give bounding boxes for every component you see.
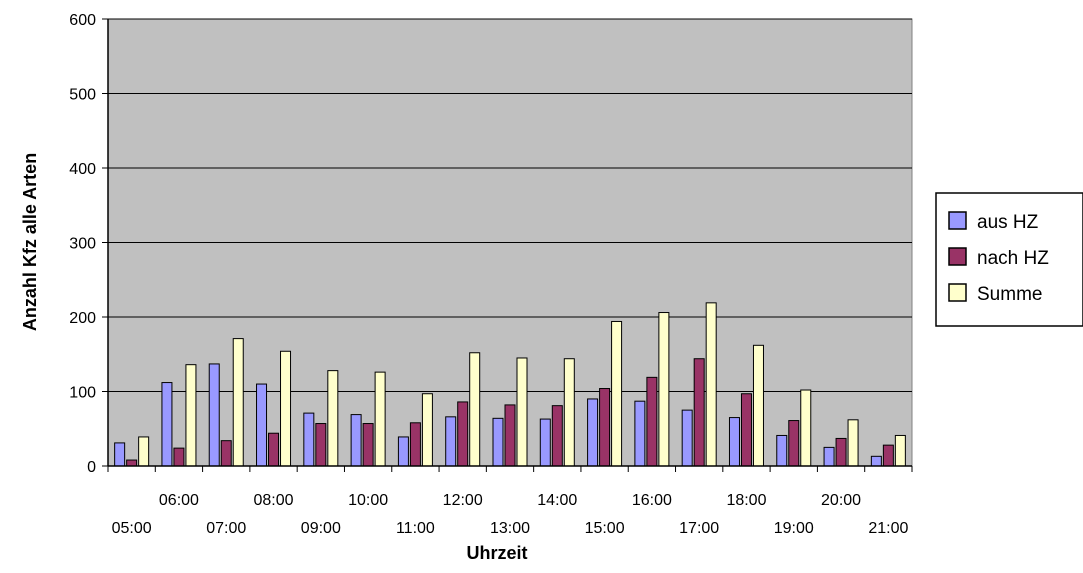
bar-aus-hz-0500 — [114, 442, 126, 467]
bar-summe-0800 — [280, 350, 292, 467]
bar-aus-hz-1500 — [587, 398, 599, 467]
bar-nach-hz-2000 — [835, 437, 847, 467]
bar-nach-hz-0800 — [268, 432, 280, 467]
bar-nach-hz-1600 — [646, 376, 658, 467]
x-tick-label: 16:00 — [632, 492, 672, 509]
bar-nach-hz-1200 — [457, 401, 469, 467]
bar-aus-hz-0800 — [256, 383, 268, 467]
legend-label: Summe — [977, 284, 1042, 305]
x-tick-label: 10:00 — [348, 492, 388, 509]
x-tick-label: 14:00 — [537, 492, 577, 509]
bar-summe-1800 — [752, 344, 764, 467]
y-tick-label: 600 — [69, 12, 96, 29]
x-tick-label: 19:00 — [774, 520, 814, 537]
legend: aus HZ nach HZ Summe — [935, 192, 1083, 327]
x-tick-label: 08:00 — [254, 492, 294, 509]
bar-aus-hz-1400 — [539, 418, 551, 467]
bar-nach-hz-1400 — [551, 405, 563, 467]
bar-summe-1900 — [800, 389, 812, 467]
bar-nach-hz-1100 — [409, 422, 421, 467]
legend-label: aus HZ — [977, 212, 1039, 233]
bar-aus-hz-0700 — [208, 363, 220, 467]
legend-swatch — [948, 211, 967, 230]
bar-nach-hz-1800 — [740, 393, 752, 467]
y-tick-label: 0 — [87, 459, 96, 476]
bar-summe-0500 — [138, 436, 150, 467]
y-axis-title: Anzahl Kfz alle Arten — [20, 153, 40, 331]
bar-summe-0700 — [232, 338, 244, 467]
bar-summe-0900 — [327, 370, 339, 467]
bar-nach-hz-1700 — [693, 358, 705, 467]
bar-nach-hz-1900 — [788, 420, 800, 467]
x-axis-title: Uhrzeit — [466, 543, 527, 563]
legend-label: nach HZ — [977, 248, 1049, 269]
x-tick-label: 09:00 — [301, 520, 341, 537]
x-tick-label: 13:00 — [490, 520, 530, 537]
x-tick-label: 18:00 — [726, 492, 766, 509]
bar-nach-hz-0700 — [220, 440, 232, 467]
bar-aus-hz-1700 — [681, 409, 693, 467]
x-tick-label: 21:00 — [868, 520, 908, 537]
bar-summe-2100 — [894, 434, 906, 467]
x-tick-label: 05:00 — [112, 520, 152, 537]
bar-summe-1200 — [469, 352, 481, 467]
bar-nach-hz-2100 — [882, 444, 894, 467]
bar-summe-1000 — [374, 371, 386, 467]
bar-aus-hz-2000 — [823, 446, 835, 467]
bar-nach-hz-1500 — [599, 388, 611, 467]
bar-aus-hz-0900 — [303, 412, 315, 467]
bar-aus-hz-1800 — [728, 417, 740, 467]
x-tick-label: 12:00 — [443, 492, 483, 509]
bar-aus-hz-0600 — [161, 382, 173, 467]
x-tick-label: 07:00 — [206, 520, 246, 537]
y-tick-label: 500 — [69, 87, 96, 104]
bar-aus-hz-1000 — [350, 414, 362, 467]
bar-aus-hz-1600 — [634, 400, 646, 467]
bar-summe-2000 — [847, 419, 859, 467]
x-tick-label: 15:00 — [585, 520, 625, 537]
x-tick-label: 20:00 — [821, 492, 861, 509]
bar-nach-hz-0600 — [173, 447, 185, 467]
bar-aus-hz-1900 — [776, 434, 788, 467]
bar-aus-hz-2100 — [870, 455, 882, 467]
bar-nach-hz-1000 — [362, 423, 374, 467]
bar-nach-hz-0900 — [315, 423, 327, 467]
y-tick-label: 300 — [69, 236, 96, 253]
x-tick-label: 06:00 — [159, 492, 199, 509]
bar-nach-hz-1300 — [504, 404, 516, 467]
y-tick-label: 200 — [69, 310, 96, 327]
legend-swatch — [948, 283, 967, 302]
y-tick-label: 100 — [69, 385, 96, 402]
bar-summe-1600 — [658, 312, 670, 467]
axes — [102, 18, 913, 472]
bar-summe-1700 — [705, 302, 717, 467]
bar-nach-hz-0500 — [126, 459, 138, 467]
bar-aus-hz-1100 — [397, 436, 409, 467]
bar-summe-0600 — [185, 364, 197, 467]
bar-summe-1100 — [421, 393, 433, 467]
bar-summe-1500 — [611, 320, 623, 467]
x-tick-label: 17:00 — [679, 520, 719, 537]
bar-summe-1400 — [563, 358, 575, 467]
y-tick-labels: 0 100 200 300 400 500 600 — [69, 12, 96, 476]
bars — [114, 302, 906, 467]
bar-summe-1300 — [516, 357, 528, 467]
bar-aus-hz-1300 — [492, 417, 504, 467]
legend-swatch — [948, 247, 967, 266]
x-tick-label: 11:00 — [396, 520, 435, 537]
y-tick-label: 400 — [69, 161, 96, 178]
x-tick-labels: 05:00 06:00 07:00 08:00 09:00 10:00 11:00 12:00… — [112, 492, 909, 537]
bar-aus-hz-1200 — [445, 416, 457, 467]
